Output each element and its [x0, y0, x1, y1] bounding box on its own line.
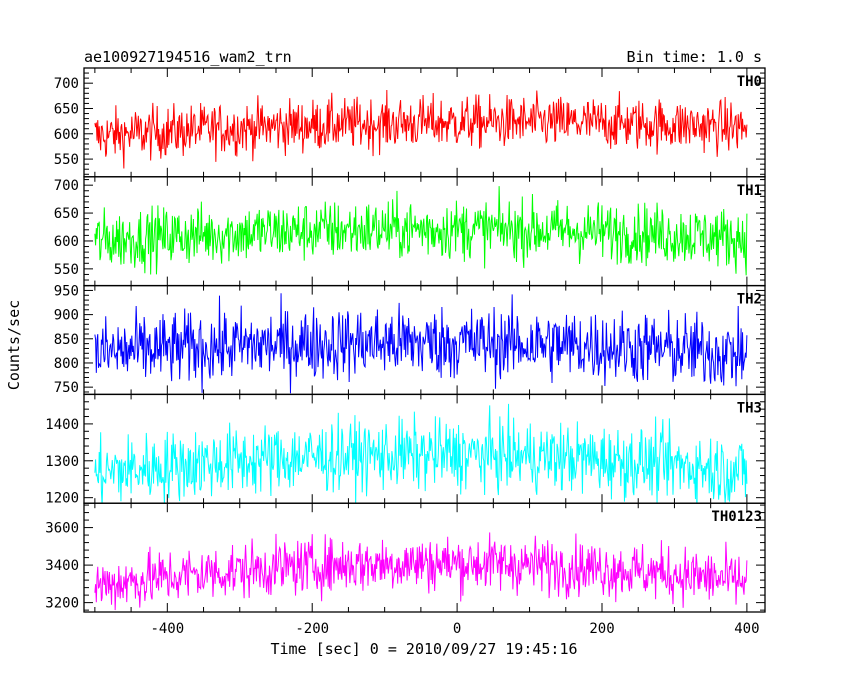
- y-tick-label: 600: [54, 234, 79, 250]
- y-tick-label: 600: [54, 127, 79, 143]
- panel-th1: 550 600 650 700 TH1: [54, 176, 766, 287]
- y-tick-label: 1200: [45, 491, 79, 507]
- series-line-th2: [94, 293, 748, 394]
- panels-group: 550 600 650 700 TH0 550 600 650 700 TH1 750 800 850 9…: [45, 67, 766, 637]
- panel-label-th3: TH3: [737, 400, 762, 416]
- y-tick-label: 3600: [45, 521, 79, 537]
- y-tick-label: 800: [54, 356, 79, 372]
- panel-th2: 750 800 850 900 950 TH2: [54, 283, 766, 396]
- y-tick-label: 550: [54, 152, 79, 168]
- y-tick-label: 700: [54, 76, 79, 92]
- chart-title: ae100927194516_wam2_trn: [84, 48, 292, 66]
- series-line-th1: [94, 186, 748, 276]
- bin-time-label: Bin time: 1.0 s: [627, 48, 762, 66]
- panel-label-th2: TH2: [737, 292, 762, 308]
- y-tick-label: 3400: [45, 558, 79, 574]
- y-axis-label: Counts/sec: [5, 300, 23, 390]
- y-tick-label: 950: [54, 283, 79, 299]
- series-line-th0: [94, 89, 748, 169]
- y-tick-label: 550: [54, 262, 79, 278]
- x-tick-label: 400: [734, 621, 759, 637]
- series-line-th3: [94, 403, 748, 504]
- x-axis-label: Time [sec] 0 = 2010/09/27 19:45:16: [270, 640, 577, 658]
- panel-th0: 550 600 650 700 TH0: [54, 67, 766, 178]
- x-tick-label: 0: [453, 621, 461, 637]
- y-tick-label: 850: [54, 332, 79, 348]
- x-tick-label: -400: [150, 621, 184, 637]
- y-tick-label: 700: [54, 178, 79, 194]
- y-tick-label: 3200: [45, 596, 79, 612]
- y-tick-label: 1400: [45, 417, 79, 433]
- y-tick-label: 1300: [45, 454, 79, 470]
- panel-label-th0123: TH0123: [711, 509, 762, 525]
- y-tick-label: 650: [54, 101, 79, 117]
- y-tick-label: 650: [54, 206, 79, 222]
- panel-th0123: 3200 3400 3600 TH0123: [45, 502, 766, 613]
- y-tick-label: 750: [54, 380, 79, 396]
- series-line-th0123: [94, 532, 748, 611]
- x-tick-label: -200: [295, 621, 329, 637]
- panel-label-th1: TH1: [737, 183, 762, 199]
- panel-label-th0: TH0: [737, 74, 762, 90]
- y-tick-label: 900: [54, 308, 79, 324]
- panel-th3: 1200 1300 1400 TH3: [45, 393, 766, 507]
- x-tick-label: 200: [589, 621, 614, 637]
